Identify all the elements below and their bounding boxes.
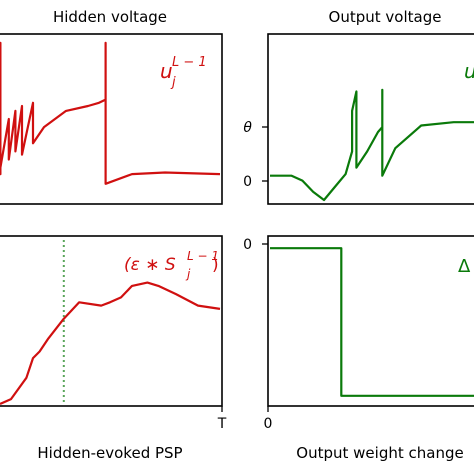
- frame-output-voltage: [267, 33, 474, 205]
- series-hidden-psp: [0, 281, 221, 406]
- frame-hidden-voltage: [0, 33, 223, 205]
- xlabel-output-weight-change: Output weight change: [296, 444, 463, 462]
- svg-text:L − 1: L − 1: [187, 249, 219, 263]
- svg-text:j: j: [170, 75, 176, 90]
- panel-hidden-voltage: Hidden voltage u j L − 1: [0, 8, 223, 205]
- series-hidden-voltage: [0, 41, 221, 185]
- series-output-weight-change: [270, 247, 474, 397]
- annotation-eps-s: (ε ∗ S j L − 1 ): [124, 249, 219, 281]
- ytick-label-theta: θ: [243, 120, 252, 136]
- annotation-u-hidden: u j L − 1: [160, 55, 207, 90]
- xtick-label-T: T: [217, 416, 227, 432]
- panel-output-voltage: Output voltage θ 0 u: [243, 8, 474, 205]
- xlabel-hidden-psp: Hidden-evoked PSP: [37, 444, 182, 462]
- ytick-label-zero: 0: [243, 174, 252, 190]
- svg-text:): ): [212, 255, 219, 275]
- frame-output-weight-change: [267, 235, 474, 407]
- panel-hidden-psp: (ε ∗ S j L − 1 ) T Hidden-evoked PSP: [0, 235, 227, 462]
- panel-output-weight-change: 0 0 Δ Output weight change: [243, 235, 474, 462]
- svg-text:L − 1: L − 1: [172, 55, 207, 70]
- annotation-delta: Δ: [458, 256, 471, 277]
- xtick-label-zero: 0: [264, 416, 273, 432]
- annotation-u-output: u: [464, 59, 474, 83]
- svg-text:(ε ∗ S: (ε ∗ S: [124, 255, 176, 275]
- series-output-voltage: [270, 88, 474, 202]
- svg-text:u: u: [160, 59, 173, 83]
- svg-text:j: j: [185, 267, 191, 281]
- frame-hidden-psp: [0, 235, 223, 407]
- title-hidden-voltage: Hidden voltage: [53, 8, 167, 26]
- ytick-label-zero-weight: 0: [243, 237, 252, 253]
- title-output-voltage: Output voltage: [329, 8, 442, 26]
